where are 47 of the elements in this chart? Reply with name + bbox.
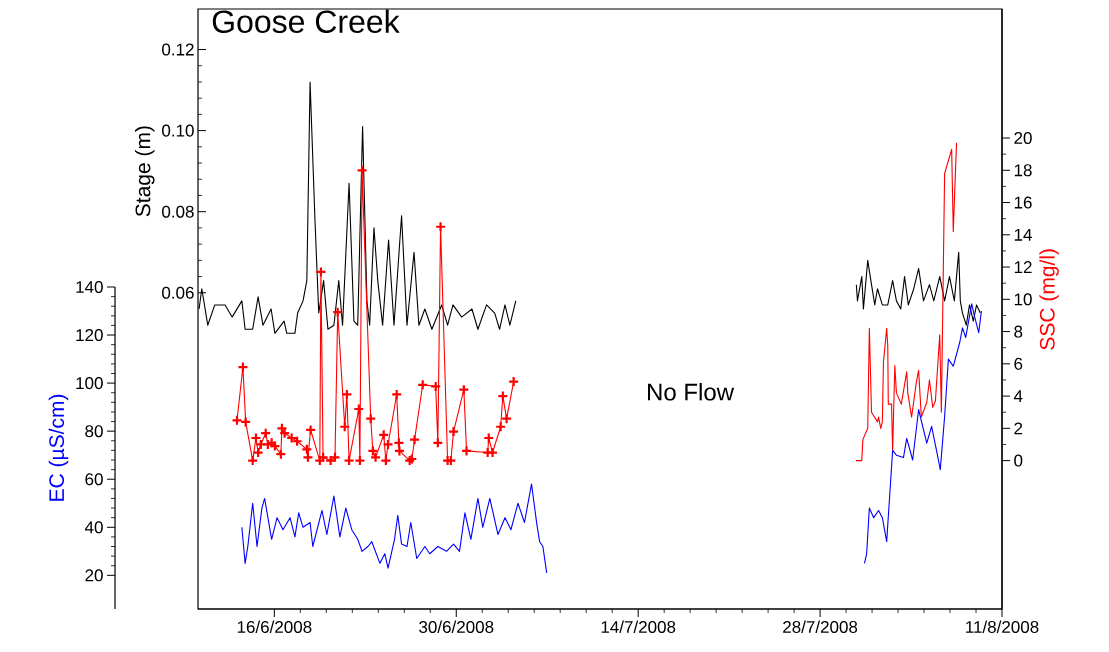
y2-tick-label: 2 [1014,422,1023,435]
point [260,427,272,439]
y2-tick-label: 4 [1013,390,1023,402]
point [417,379,429,391]
x-tick-label: 30/6/2008 [419,620,494,634]
y-tick-label: 0.08 [162,205,194,218]
point [305,424,317,436]
y3-tick-label: 60 [85,473,103,486]
point [332,306,344,318]
chart-title: Goose Creek [212,9,400,34]
x-tick-label: 28/7/2008 [783,620,858,634]
point [301,443,313,455]
y-axis-title: Stage (m) [134,126,155,217]
point [495,421,507,433]
y3-tick-label: 80 [85,425,103,438]
point [497,390,509,402]
line-series [855,142,958,462]
point [356,164,368,176]
y-tick-label: 0.06 [162,286,194,299]
y3-axis-title: EC (µS/cm) [48,394,69,501]
y2-tick-label: 20 [1014,132,1032,145]
y-tick-label: 0.10 [162,124,194,137]
x-tick-label: 16/6/2008 [237,620,312,634]
y-tick-label: 0.12 [162,43,194,56]
annotation: No Flow [648,382,735,401]
point [353,403,365,415]
y3-tick-label: 120 [76,329,103,342]
x-tick-label: 11/8/2008 [966,620,1039,634]
y2-tick-label: 16 [1014,196,1032,209]
y3-tick-label: 100 [76,377,103,390]
y2-tick-label: 14 [1014,228,1032,241]
y2-tick-label: 6 [1014,357,1023,370]
y2-tick-label: 18 [1014,164,1032,177]
point [315,266,327,278]
x-tick-label: 14/7/2008 [601,620,676,634]
y2-tick-label: 8 [1014,325,1023,338]
y2-tick-label: 10 [1014,293,1032,306]
y2-tick-label: 12 [1014,261,1032,273]
point [240,416,252,428]
y2-axis-title: SSC (mg/l) [1039,249,1059,350]
y3-tick-label: 40 [84,521,103,534]
y3-tick-label: 20 [85,569,103,582]
y2-tick-label: 0 [1014,454,1023,467]
y3-tick-label: 140 [76,280,103,294]
point [393,437,405,449]
point [378,429,390,441]
point [339,421,351,433]
